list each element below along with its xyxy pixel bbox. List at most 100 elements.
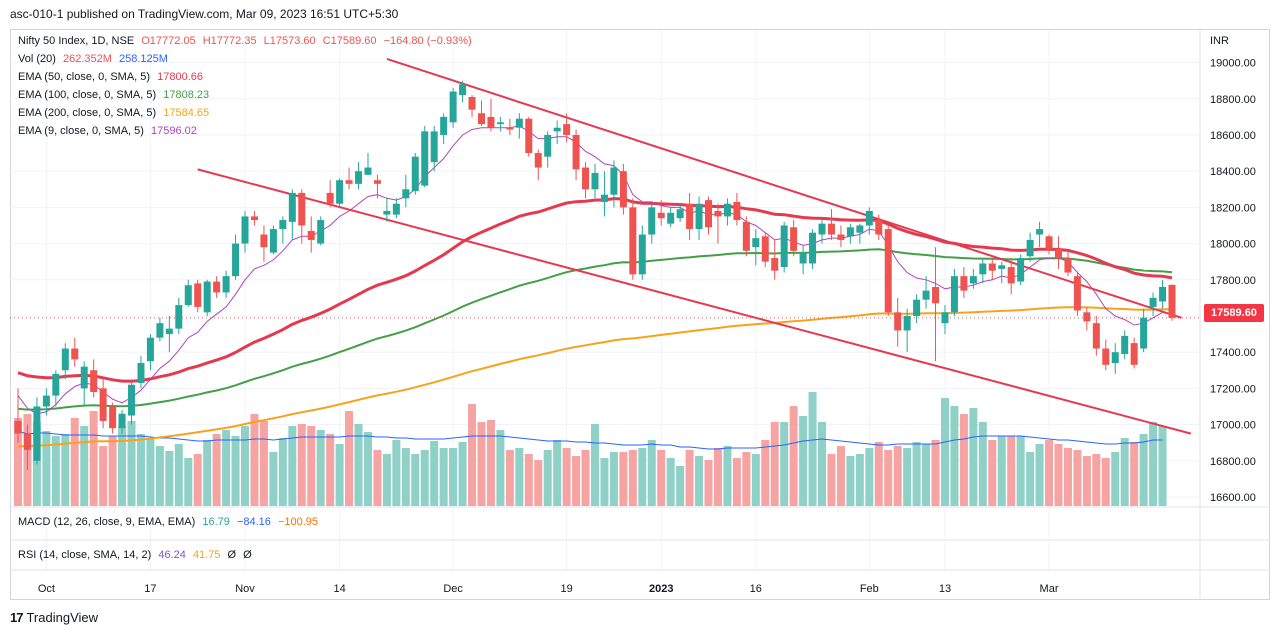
volume-bar <box>61 434 70 506</box>
candle-body <box>676 209 684 219</box>
candle-body <box>960 276 968 291</box>
candle-body <box>232 243 240 277</box>
candle-body <box>1121 335 1129 354</box>
volume-bar <box>80 426 89 506</box>
candle-body <box>307 230 315 240</box>
volume-bar <box>978 422 987 506</box>
candle-body <box>146 337 154 362</box>
candle-body <box>222 276 230 293</box>
candle-body <box>1007 267 1015 284</box>
legend-vol-ma: 258.125M <box>118 53 168 65</box>
candle-body <box>298 192 306 226</box>
volume-bar <box>307 426 316 506</box>
volume-bar <box>1139 434 1148 506</box>
volume-bar <box>836 446 845 506</box>
volume-bar <box>411 454 420 506</box>
volume-bar <box>903 448 912 506</box>
volume-bar <box>174 444 183 506</box>
candle-body <box>165 328 173 335</box>
volume-bar <box>855 454 864 506</box>
volume-bar <box>363 432 372 506</box>
volume-bar <box>732 458 741 506</box>
candle-body <box>71 348 79 360</box>
volume-bar <box>193 454 202 506</box>
candle-body <box>90 370 98 392</box>
volume-bar <box>99 446 108 506</box>
candle-body <box>468 96 476 110</box>
candle-body <box>818 223 826 235</box>
candle-body <box>790 227 798 251</box>
legend-rsi-name: RSI (14, close, SMA, 14, 2) <box>18 549 152 561</box>
candle-body <box>80 366 88 389</box>
volume-bar <box>676 466 685 506</box>
volume-bar <box>619 452 628 506</box>
tradingview-logo[interactable]: 17 TradingView <box>10 610 98 625</box>
volume-bar <box>959 414 968 506</box>
candle-body <box>979 263 987 275</box>
volume-bar <box>155 446 164 506</box>
candle-body <box>288 192 296 222</box>
volume-bar <box>1045 440 1054 506</box>
volume-bar <box>1111 452 1120 506</box>
ema200-line <box>17 306 1173 448</box>
volume-bar <box>449 448 458 506</box>
volume-bar <box>458 442 467 506</box>
volume-bar <box>146 438 155 506</box>
candle-body <box>780 225 788 268</box>
legend-low: L17573.60 <box>263 35 316 47</box>
x-tick-label: Nov <box>235 583 255 595</box>
legend-rsi-na2: Ø <box>243 549 252 561</box>
legend-vol: Vol (20) 262.352M 258.125M <box>18 53 172 65</box>
legend-ema200-value: 17584.65 <box>163 107 210 119</box>
volume-bar <box>326 434 335 506</box>
candle-body <box>544 134 552 157</box>
volume-bar <box>259 421 268 506</box>
candle-body <box>23 433 31 450</box>
candle-body <box>1045 236 1053 249</box>
candle-body <box>336 180 344 204</box>
candle-body <box>194 283 202 307</box>
volume-bar <box>288 426 297 506</box>
candle-body <box>771 258 779 271</box>
volume-bar <box>704 460 713 506</box>
candle-body <box>506 127 514 130</box>
candle-body <box>903 315 911 331</box>
legend-macd-line: −84.16 <box>236 516 271 528</box>
volume-bar <box>751 454 760 506</box>
y-tick-label: 18200.00 <box>1210 202 1256 214</box>
candle-body <box>250 216 258 221</box>
volume-bar <box>439 448 448 506</box>
volume-bar <box>922 444 931 506</box>
volume-bar <box>723 446 732 506</box>
volume-bar <box>534 460 543 506</box>
volume-bar <box>1130 442 1139 506</box>
legend-rsi-na1: Ø <box>227 549 237 561</box>
candle-body <box>582 167 590 190</box>
volume-bar <box>269 452 278 506</box>
candle-body <box>705 200 713 228</box>
volume-bar <box>51 436 60 506</box>
candle-body <box>695 203 703 230</box>
candle-body <box>998 265 1006 269</box>
candle-body <box>269 229 277 253</box>
chart-frame[interactable] <box>10 29 1270 600</box>
candle-body <box>175 305 183 329</box>
candle-body <box>1017 258 1025 282</box>
legend-ema100: EMA (100, close, 0, SMA, 5) 17808.23 <box>18 89 213 101</box>
legend-symbol: Nifty 50 Index, 1D, NSE <box>18 35 135 47</box>
volume-bar <box>931 440 940 506</box>
candle-body <box>714 210 722 217</box>
volume-bar <box>912 442 921 506</box>
candle-body <box>629 207 637 275</box>
volume-bar <box>401 448 410 506</box>
candle-body <box>600 194 608 202</box>
volume-bar <box>950 406 959 506</box>
candle-body <box>14 420 22 434</box>
candle-body <box>33 406 41 461</box>
candle-body <box>1054 248 1062 259</box>
legend-macd: MACD (12, 26, close, 9, EMA, EMA) 16.79 … <box>18 516 322 528</box>
volume-bar <box>468 404 477 506</box>
candle-body <box>402 189 410 199</box>
last-price-tag: 17589.60 <box>1204 304 1264 322</box>
